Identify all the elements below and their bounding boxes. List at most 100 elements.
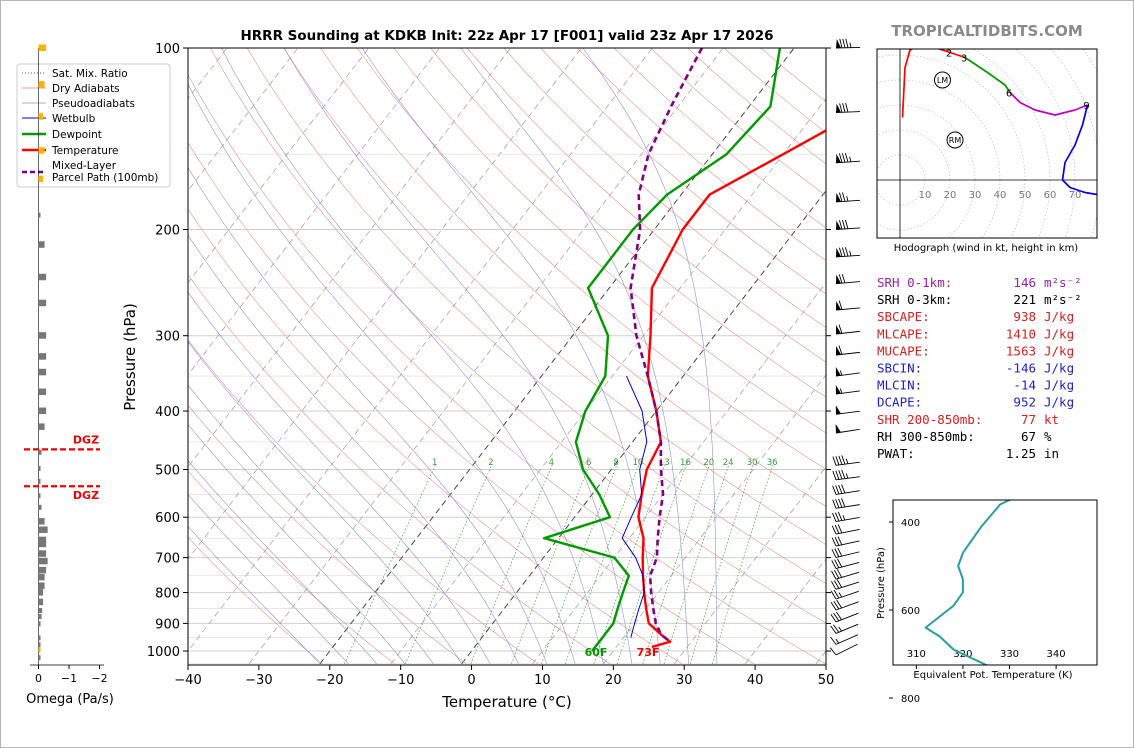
isotherm: [248, 48, 724, 664]
omega-bar: [38, 353, 47, 360]
moist-adiabat: [283, 48, 633, 664]
dry-adiabat: [188, 208, 683, 665]
sounding-indices: SRH 0-1km: 146 m²s⁻² SRH 0-3km: 221 m²s⁻² SBCA…: [877, 275, 1082, 461]
omega-axis-label: Omega (Pa/s): [26, 692, 114, 707]
barb-flag: [841, 498, 846, 508]
barb-staff: [835, 528, 860, 535]
barb-staff: [835, 551, 860, 559]
barb-flag: [838, 192, 843, 202]
barb-staff: [835, 634, 859, 645]
barb-pennant: [836, 247, 841, 257]
storm-motion-marker: [934, 71, 951, 89]
index-label: SRH 0-1km:: [877, 275, 952, 290]
theta-e-y-label: Pressure (hPa): [876, 547, 887, 619]
barb-flag: [844, 247, 849, 257]
barb-half-flag: [838, 592, 843, 598]
mixing-ratio-line: [404, 464, 493, 664]
barb-flag: [844, 219, 849, 229]
hodograph-frame: [876, 48, 1098, 239]
barb-flag: [832, 456, 837, 466]
barb-half-flag: [835, 638, 840, 644]
mixing-ratio-label: 20: [703, 458, 714, 468]
omega-bar: [38, 493, 41, 499]
moist-adiabat: [188, 423, 406, 664]
moist-adiabat: [460, 48, 689, 664]
mixing-ratio-label: 24: [723, 458, 734, 468]
barb-flag: [837, 558, 843, 568]
x-tick-label: −20: [316, 673, 343, 688]
moist-adiabat: [188, 341, 462, 664]
hodograph-ring-label: 70: [1069, 190, 1082, 201]
omega-bar: [38, 614, 42, 620]
hodograph-ring-label: 10: [919, 190, 932, 201]
omega-bar: [38, 598, 44, 606]
y-tick-label: 900: [155, 617, 180, 632]
x-tick-label: −30: [245, 673, 272, 688]
wind-barb: [835, 385, 860, 395]
storm-motion-label: RM: [949, 136, 962, 145]
wind-barb: [831, 569, 860, 580]
theta-e-y-tick-label: 400: [901, 518, 920, 529]
barb-half-flag: [849, 156, 852, 162]
barb-flag: [837, 511, 843, 521]
legend-label: Mixed-Layer Parcel Path (100mb): [52, 160, 158, 184]
barb-pennant: [836, 103, 841, 113]
index-unit: J/kg: [1044, 326, 1074, 341]
index-unit: J/kg: [1044, 395, 1074, 410]
barb-staff: [835, 571, 860, 580]
barb-half-flag: [838, 626, 842, 632]
y-axis-label: Pressure (hPa): [121, 303, 139, 411]
hodograph-ring-label: 30: [969, 190, 982, 201]
barb-staff: [835, 428, 860, 434]
barb-pennant: [835, 367, 841, 377]
mixing-ratio-line: [642, 464, 711, 664]
barb-flag: [837, 547, 843, 557]
barb-staff: [835, 643, 858, 656]
omega-bar: [38, 332, 47, 339]
omega-bar: [38, 635, 41, 641]
omega-bar: [38, 212, 41, 218]
barb-flag: [839, 38, 843, 48]
omega-x-tick-label: −1: [61, 672, 77, 685]
barb-flag: [838, 247, 843, 257]
omega-bar: [38, 388, 47, 396]
y-tick-label: 400: [155, 405, 180, 420]
index-value: 221: [1013, 292, 1036, 307]
barb-flag: [835, 485, 840, 495]
omega-bar: [38, 550, 47, 557]
dgz-label: DGZ: [73, 433, 99, 446]
isotherm: [390, 98, 826, 664]
barb-flag: [833, 589, 840, 599]
barb-pennant: [836, 324, 841, 334]
wind-barb: [831, 558, 860, 570]
skewt-axes: −40 −30 −20 −10 0 10 20 30 40 50 100 200 300 400 500 60…: [147, 42, 834, 688]
y-tick-label: 300: [155, 330, 180, 345]
barb-half-flag: [839, 388, 843, 394]
x-tick-label: 40: [747, 673, 764, 688]
wind-barb: [835, 103, 860, 114]
omega-bar: [38, 368, 47, 376]
barb-flag: [842, 103, 846, 113]
wind-barb: [830, 579, 860, 590]
moist-adiabat: [188, 493, 349, 664]
barb-flag: [837, 536, 843, 545]
omega-bar: [38, 81, 45, 88]
skewt-background-lines: 1 2 4 6 8 10 13 16 20 24 30 36: [188, 48, 826, 665]
x-tick-label: 0: [467, 673, 475, 688]
omega-bar: [38, 518, 45, 525]
barb-flag: [832, 512, 837, 522]
wind-barb: [835, 367, 860, 377]
barb-flag: [830, 601, 837, 611]
wind-barb: [835, 219, 860, 230]
legend-label: Temperature: [51, 145, 119, 157]
index-value: 1410: [1006, 326, 1036, 341]
barb-flag: [832, 470, 837, 480]
moist-adiabat: [188, 83, 576, 664]
wind-barb: [835, 300, 860, 311]
barb-flag: [841, 469, 846, 479]
dry-adiabat: [188, 404, 467, 665]
wind-barb: [835, 192, 860, 203]
y-tick-label: 600: [155, 511, 180, 526]
barb-flag: [841, 484, 846, 494]
index-unit: kt: [1044, 412, 1059, 427]
